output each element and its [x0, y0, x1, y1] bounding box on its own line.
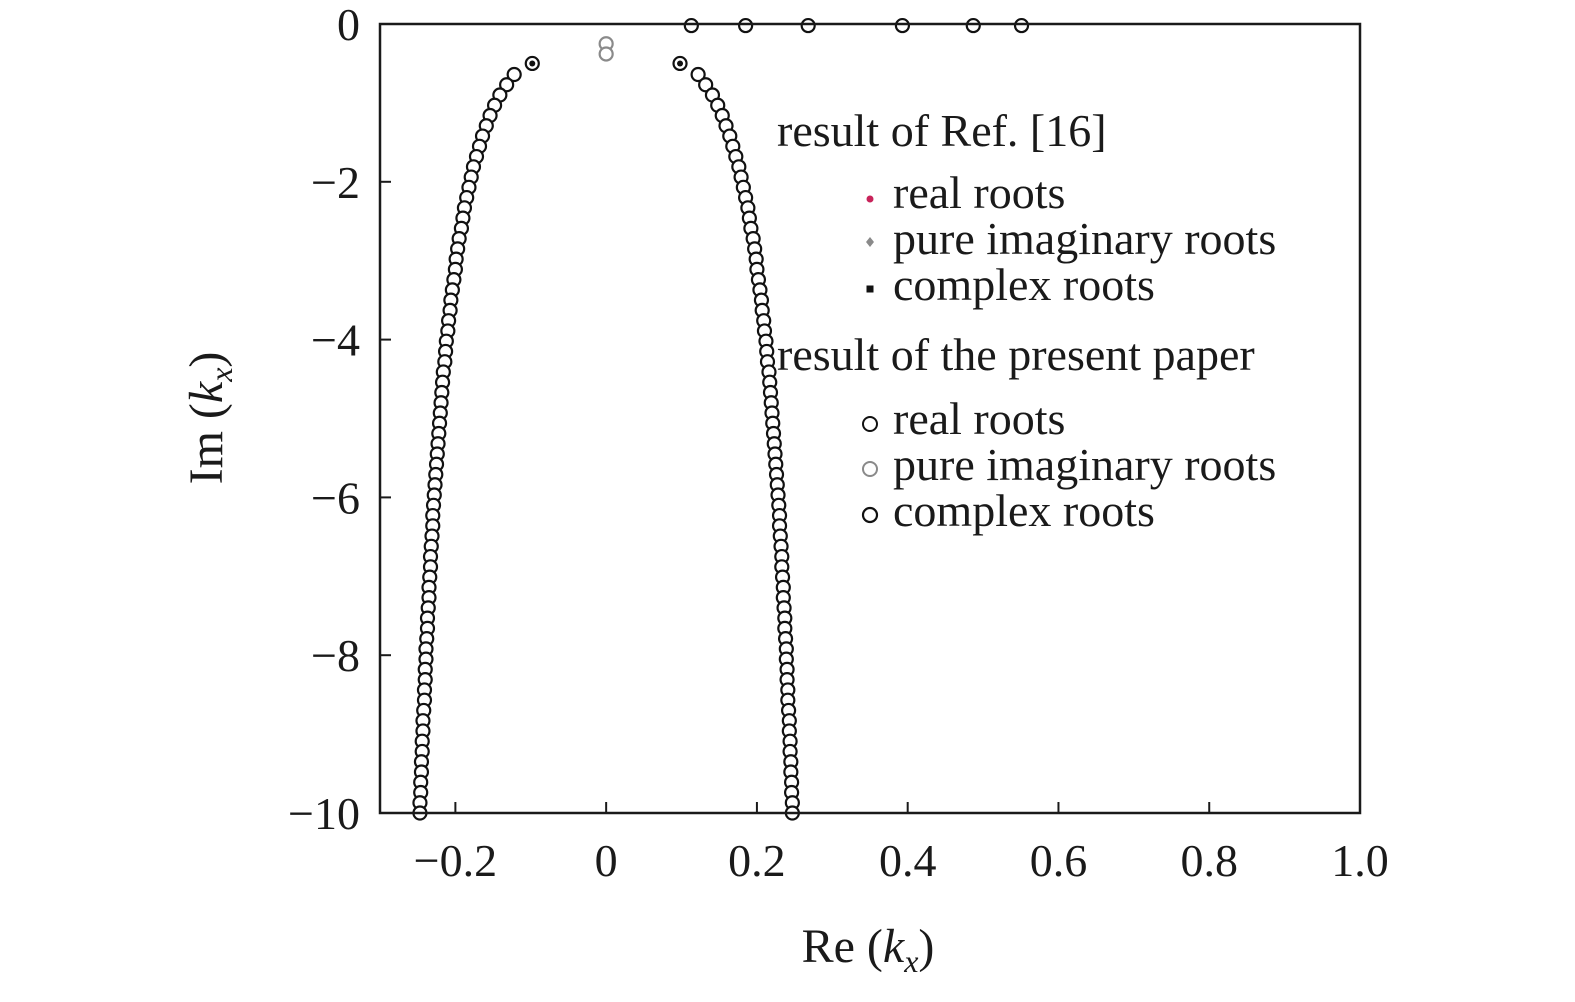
x-tick-label: 0.8 — [1180, 835, 1238, 886]
legend-entry-present-complex: complex roots — [861, 485, 1155, 536]
x-tick-label: 0.6 — [1030, 835, 1088, 886]
x-tick-labels: −0.2 0 0.2 0.4 0.6 0.8 1.0 — [414, 835, 1389, 886]
y-axis-label-sub: x — [203, 368, 239, 383]
x-tick-label: 0 — [595, 835, 618, 886]
legend-label: real roots — [893, 393, 1065, 444]
x-axis-label-suffix: ) — [918, 920, 934, 973]
y-tick-label: −2 — [311, 157, 360, 208]
legend-label: complex roots — [893, 259, 1155, 310]
real-root-open-marker — [894, 17, 911, 34]
legend-entry-ref16-complex: complex roots — [866, 259, 1155, 310]
complex-root-marker — [506, 66, 522, 83]
legend-entry-present-real: real roots — [862, 393, 1065, 444]
legend-marker-open-circle — [862, 416, 878, 432]
complex-root-ref-marker — [677, 60, 684, 67]
real-root-open-marker — [738, 17, 754, 34]
plot-frame — [378, 22, 1362, 815]
x-axis-label: Re (kx) — [802, 920, 935, 979]
y-tick-label: 0 — [337, 0, 360, 50]
legend-marker-filled-dot — [866, 195, 874, 203]
legend-marker-open-circle — [862, 461, 878, 477]
legend: result of Ref. [16] real roots pure imag… — [777, 105, 1276, 536]
y-axis-label-prefix: Im ( — [180, 403, 233, 484]
real-root-open-marker — [1013, 17, 1030, 34]
legend-label: complex roots — [893, 485, 1155, 536]
x-axis-label-var: k — [883, 920, 906, 973]
complex-root-marker — [698, 77, 714, 93]
y-axis-label-suffix: ) — [180, 352, 233, 368]
y-axis-label: Im (kx) — [180, 352, 239, 485]
real-root-open-marker — [965, 17, 981, 34]
legend-marker-open-circle — [861, 506, 879, 524]
legend-label: real roots — [893, 167, 1065, 218]
x-axis-label-sub: x — [903, 943, 918, 979]
x-tick-label: 1.0 — [1331, 835, 1389, 886]
y-tick-labels: 0 −2 −4 −6 −8 −10 — [288, 0, 360, 839]
legend-marker-diamond — [866, 237, 874, 247]
complex-root-ref-marker — [529, 60, 536, 67]
y-tick-label: −4 — [311, 315, 360, 366]
legend-entry-ref16-real: real roots — [866, 167, 1065, 218]
legend-entry-ref16-pure-imaginary: pure imaginary roots — [866, 213, 1276, 264]
real-root-open-marker — [683, 17, 699, 34]
x-tick-label: 0.4 — [879, 835, 937, 886]
data-markers — [412, 17, 1030, 821]
complex-root-marker — [690, 66, 706, 83]
y-tick-label: −8 — [311, 630, 360, 681]
legend-marker-filled-square — [866, 285, 874, 293]
x-tick-label: −0.2 — [414, 835, 497, 886]
y-tick-label: −10 — [288, 788, 360, 839]
y-axis-label-var: k — [180, 380, 233, 403]
legend-label: pure imaginary roots — [893, 439, 1276, 490]
legend-heading-present-paper: result of the present paper — [777, 329, 1255, 380]
legend-entry-present-pure-imaginary: pure imaginary roots — [862, 439, 1276, 490]
complex-root-marker — [499, 77, 515, 93]
x-axis-label-prefix: Re ( — [802, 920, 883, 973]
real-root-open-marker — [800, 17, 816, 34]
pure-imaginary-open-marker — [598, 46, 614, 62]
x-tick-label: 0.2 — [728, 835, 786, 886]
y-tick-label: −6 — [311, 472, 360, 523]
legend-label: pure imaginary roots — [893, 213, 1276, 264]
axis-ticks — [380, 23, 1361, 814]
legend-heading-ref16: result of Ref. [16] — [777, 105, 1107, 156]
